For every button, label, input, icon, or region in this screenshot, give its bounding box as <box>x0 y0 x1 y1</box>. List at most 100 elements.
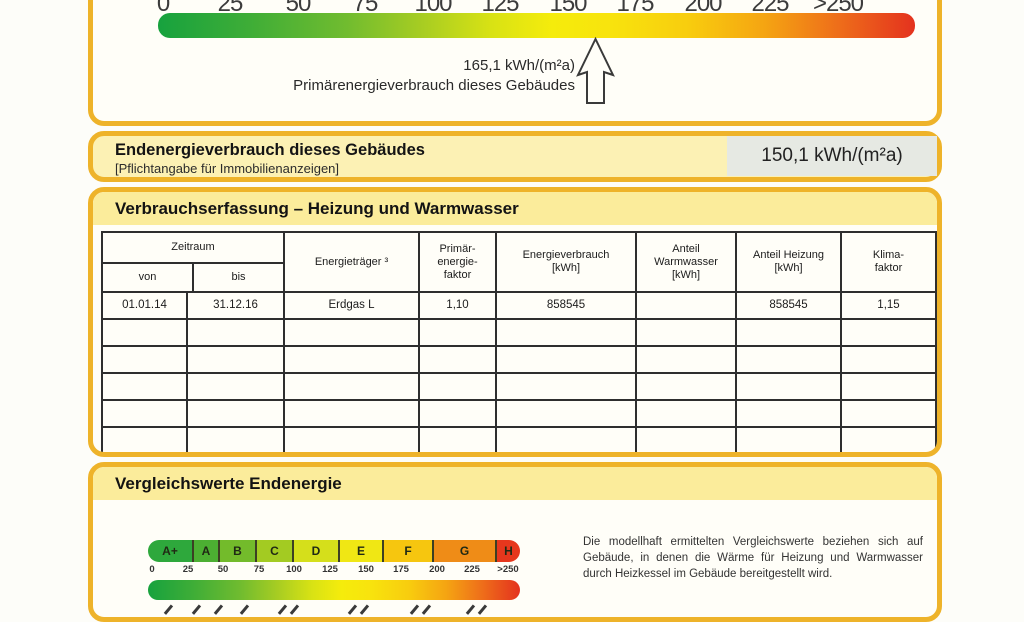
end-energy-subtitle: [Pflichtangabe für Immobilienanzeigen] <box>115 161 340 176</box>
comparison-label-stub <box>213 604 223 615</box>
comparison-label-stub <box>465 604 475 615</box>
cell-energietraeger <box>283 345 420 374</box>
end-energy-value: 150,1 kWh/(m²a) <box>727 136 937 176</box>
cell-klimafaktor <box>840 345 937 374</box>
cell-klimafaktor <box>840 318 937 347</box>
cell-pef <box>418 345 497 374</box>
comparison-gradient-bar <box>148 580 520 600</box>
cell-verbrauch: 858545 <box>495 291 637 320</box>
col-primaerenergiefaktor: Primär- energie- faktor <box>418 231 497 293</box>
energy-gradient-bar <box>158 13 915 38</box>
scale-tick: 100 <box>286 564 302 575</box>
comparison-label-stub <box>191 604 201 615</box>
comparison-label-stub <box>347 604 357 615</box>
comparison-title: Vergleichswerte Endenergie <box>115 473 342 493</box>
pointer-arrow-icon <box>576 37 615 104</box>
cell-anteil-ww <box>635 291 737 320</box>
scale-tick: 150 <box>549 0 587 17</box>
col-klimafaktor: Klima- faktor <box>840 231 937 293</box>
consumption-header-band: Verbrauchserfassung – Heizung und Warmwa… <box>93 192 937 225</box>
col-energieverbrauch: Energieverbrauch [kWh] <box>495 231 637 293</box>
scale-tick: 0 <box>149 564 155 575</box>
cell-energietraeger <box>283 399 420 428</box>
class-segment: G <box>432 540 495 562</box>
end-energy-panel: Endenergieverbrauch dieses Gebäudes [Pfl… <box>88 131 942 182</box>
cell-von <box>101 426 188 452</box>
consumption-title: Verbrauchserfassung – Heizung und Warmwa… <box>115 198 519 218</box>
cell-bis <box>186 345 285 374</box>
cell-pef <box>418 399 497 428</box>
header-line: Warmwasser <box>654 255 718 268</box>
cell-pef <box>418 318 497 347</box>
cell-anteil-heizung: 858545 <box>735 291 842 320</box>
cell-anteil-heizung <box>735 426 842 452</box>
cell-pef: 1,10 <box>418 291 497 320</box>
table-row <box>101 399 937 428</box>
scale-tick: 50 <box>285 0 312 17</box>
header-line: [kWh] <box>671 268 701 281</box>
scale-tick: 200 <box>684 0 722 17</box>
scale-tick: >250 <box>497 564 519 575</box>
cell-anteil-ww <box>635 345 737 374</box>
scale-tick: 225 <box>751 0 789 17</box>
col-anteil-heizung: Anteil Heizung [kWh] <box>735 231 842 293</box>
comparison-label-stub <box>277 604 287 615</box>
comparison-label-stub <box>289 604 299 615</box>
cell-bis <box>186 399 285 428</box>
energy-class-band: A+ A B C D E F G H <box>148 540 520 562</box>
class-segment: B <box>218 540 255 562</box>
cell-von <box>101 372 188 401</box>
scale-tick: 100 <box>414 0 452 17</box>
header-line: faktor <box>874 262 903 274</box>
comparison-label-stub <box>239 604 249 615</box>
primary-energy-label: Primärenergieverbrauch dieses Gebäudes <box>293 77 575 94</box>
col-energietraeger: Energieträger ³ <box>283 231 420 293</box>
table-header-row: Zeitraum von bis Energieträger ³ Primär-… <box>101 231 937 293</box>
cell-von <box>101 345 188 374</box>
header-line: Energieverbrauch <box>522 249 610 261</box>
scale-tick: >250 <box>812 0 864 17</box>
class-segment: F <box>382 540 432 562</box>
table-row <box>101 345 937 374</box>
comparison-header-band: Vergleichswerte Endenergie <box>93 467 937 500</box>
scale-tick: 75 <box>253 564 265 575</box>
cell-anteil-heizung <box>735 399 842 428</box>
scale-tick: 50 <box>217 564 229 575</box>
class-segment: D <box>292 540 338 562</box>
scale-tick: 25 <box>217 0 244 17</box>
scale-tick: 0 <box>156 0 170 17</box>
end-energy-title: Endenergieverbrauch dieses Gebäudes <box>115 141 425 159</box>
table-row: 01.01.14 31.12.16 Erdgas L 1,10 858545 8… <box>101 291 937 320</box>
header-line: faktor <box>443 268 472 281</box>
bis-label: bis <box>192 264 282 290</box>
class-segment: A+ <box>148 540 192 562</box>
cell-anteil-heizung <box>735 345 842 374</box>
von-label: von <box>138 271 157 283</box>
primary-energy-value: 165,1 kWh/(m²a) <box>463 57 575 74</box>
header-line: Klima- <box>872 249 905 261</box>
zeitraum-label: Zeitraum <box>104 234 282 264</box>
cell-verbrauch <box>495 345 637 374</box>
scale-tick: 125 <box>322 564 338 575</box>
scale-tick: 175 <box>616 0 654 17</box>
cell-bis <box>186 426 285 452</box>
header-line: Anteil Heizung <box>753 249 824 261</box>
cell-verbrauch <box>495 318 637 347</box>
cell-anteil-heizung <box>735 318 842 347</box>
cell-klimafaktor <box>840 399 937 428</box>
cell-energietraeger <box>283 426 420 452</box>
cell-bis <box>186 372 285 401</box>
cell-energietraeger: Erdgas L <box>283 291 420 320</box>
header-line: Anteil <box>672 242 700 255</box>
zeitraum-sublabels: von bis <box>104 264 282 290</box>
comparison-label-stub <box>421 604 431 615</box>
cell-klimafaktor: 1,15 <box>840 291 937 320</box>
cell-energietraeger <box>283 318 420 347</box>
scale-tick: 125 <box>481 0 519 17</box>
cell-von: 01.01.14 <box>101 291 188 320</box>
cell-von <box>101 318 188 347</box>
cell-verbrauch <box>495 372 637 401</box>
comparison-note-text: Die modellhaft ermittelten Vergleichswer… <box>583 535 923 580</box>
cell-anteil-ww <box>635 426 737 452</box>
cell-bis <box>186 318 285 347</box>
